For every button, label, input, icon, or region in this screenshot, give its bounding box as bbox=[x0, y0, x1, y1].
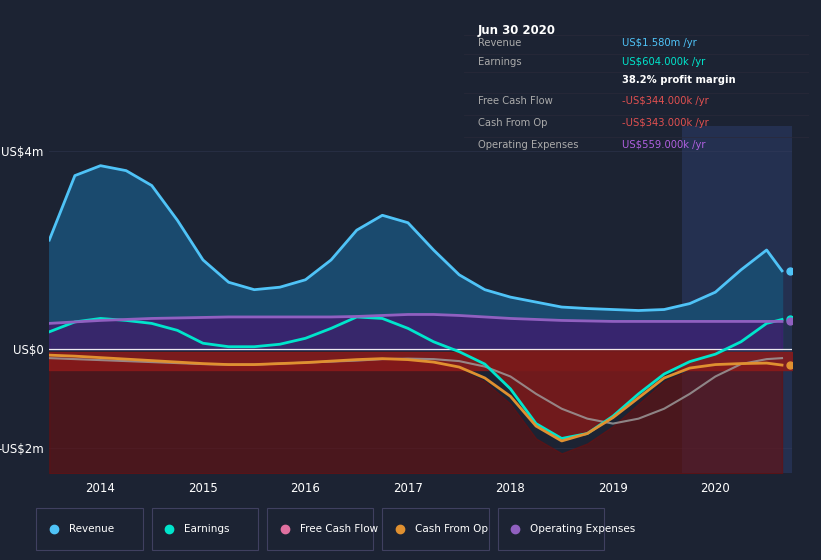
Text: Operating Expenses: Operating Expenses bbox=[530, 524, 635, 534]
Bar bbox=[681, 126, 792, 473]
FancyBboxPatch shape bbox=[152, 508, 258, 550]
FancyBboxPatch shape bbox=[498, 508, 604, 550]
Text: US$1.580m /yr: US$1.580m /yr bbox=[622, 38, 697, 48]
Text: US$604.000k /yr: US$604.000k /yr bbox=[622, 57, 706, 67]
Text: 38.2% profit margin: 38.2% profit margin bbox=[622, 75, 736, 85]
Text: Free Cash Flow: Free Cash Flow bbox=[300, 524, 378, 534]
Text: -US$343.000k /yr: -US$343.000k /yr bbox=[622, 118, 709, 128]
Text: Revenue: Revenue bbox=[69, 524, 114, 534]
Text: Revenue: Revenue bbox=[478, 38, 521, 48]
Text: Earnings: Earnings bbox=[184, 524, 230, 534]
FancyBboxPatch shape bbox=[267, 508, 374, 550]
Text: Earnings: Earnings bbox=[478, 57, 521, 67]
FancyBboxPatch shape bbox=[383, 508, 488, 550]
Text: Jun 30 2020: Jun 30 2020 bbox=[478, 25, 556, 38]
Text: Operating Expenses: Operating Expenses bbox=[478, 141, 578, 151]
Text: -US$344.000k /yr: -US$344.000k /yr bbox=[622, 96, 709, 106]
Text: Free Cash Flow: Free Cash Flow bbox=[478, 96, 553, 106]
Text: Cash From Op: Cash From Op bbox=[415, 524, 488, 534]
FancyBboxPatch shape bbox=[36, 508, 143, 550]
Text: Cash From Op: Cash From Op bbox=[478, 118, 547, 128]
Text: US$559.000k /yr: US$559.000k /yr bbox=[622, 141, 706, 151]
